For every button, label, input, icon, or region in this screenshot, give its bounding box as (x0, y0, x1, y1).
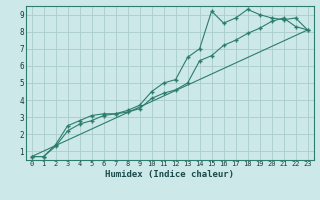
X-axis label: Humidex (Indice chaleur): Humidex (Indice chaleur) (105, 170, 234, 179)
